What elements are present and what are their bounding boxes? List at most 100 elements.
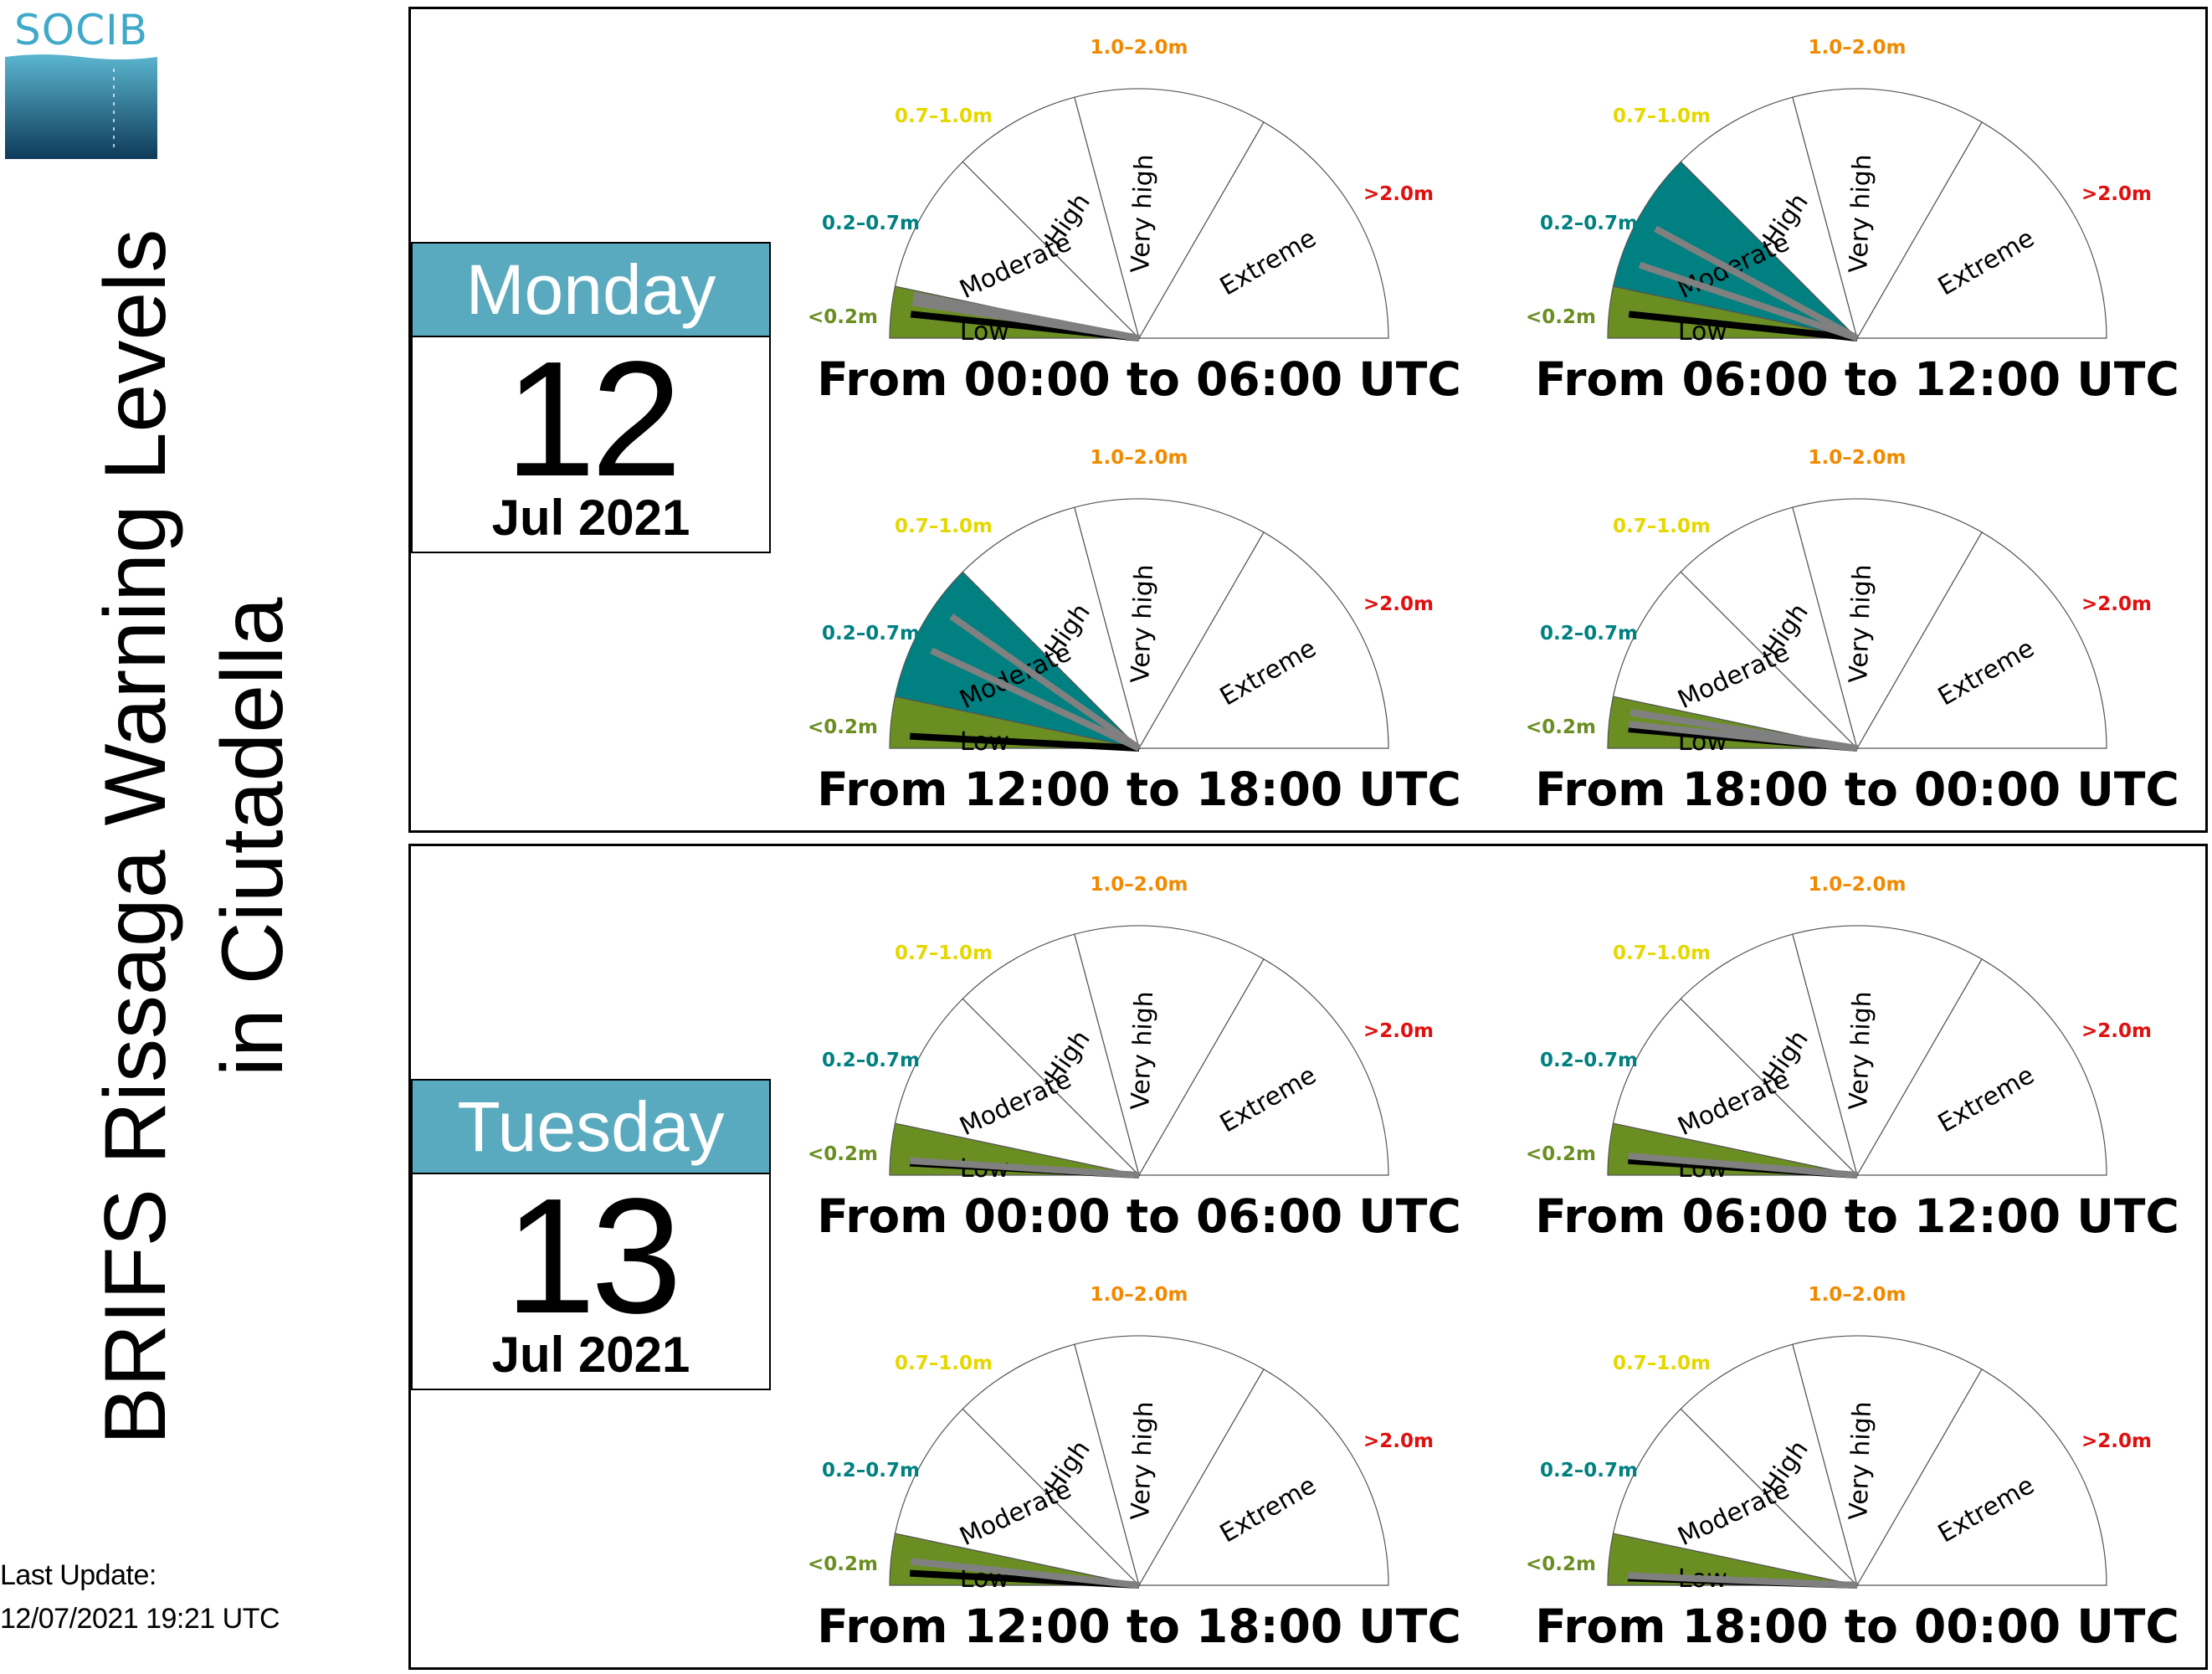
gauge-needle [910, 1157, 1140, 1178]
gauge-threshold-label: >2.0m [2081, 183, 2152, 205]
gauge-period-label: From 00:00 to 06:00 UTC [817, 1189, 1461, 1243]
gauge-band-high [1680, 96, 1859, 341]
gauge-threshold-label: >2.0m [1363, 183, 1434, 205]
date-dayname: Monday [413, 244, 769, 337]
gauge-band-very-high [1074, 925, 1265, 1177]
gauge-threshold-label: 0.2–0.7m [1540, 623, 1638, 644]
gauge-threshold-label: 0.2–0.7m [822, 213, 920, 234]
gauge-threshold-label: >2.0m [2081, 1020, 2152, 1042]
gauge-band-extreme [1137, 121, 1389, 339]
date-card: Tuesday 13 Jul 2021 [411, 1079, 771, 1390]
gauge-threshold-label: 0.7–1.0m [1613, 942, 1711, 964]
gauge-band-extreme [1855, 1368, 2107, 1586]
logo-wave-icon [5, 54, 157, 159]
last-update-label: Last Update: [0, 1559, 157, 1591]
gauge-threshold-label: <0.2m [808, 1143, 878, 1165]
gauge-threshold-label: 1.0–2.0m [1809, 874, 1907, 896]
last-update: Last Update: 12/07/2021 19:21 UTC [0, 1553, 280, 1641]
gauge-band-very-high [1074, 1335, 1265, 1587]
gauge-threshold-label: 1.0–2.0m [1809, 1284, 1907, 1306]
date-month-year: Jul 2021 [491, 1327, 690, 1383]
gauge-threshold-label: 0.7–1.0m [895, 516, 993, 537]
gauge-level-label: Very high [1844, 1401, 1877, 1521]
gauge-band-high [962, 1343, 1141, 1588]
gauge-band-moderate [894, 998, 1141, 1177]
gauge-level-label: Very high [1126, 1401, 1159, 1521]
gauge-threshold-label: 1.0–2.0m [1091, 874, 1188, 896]
gauge-threshold-label: >2.0m [1363, 1430, 1434, 1452]
title-line-2: in Ciutadella [204, 597, 301, 1077]
date-dayname: Tuesday [413, 1081, 769, 1174]
gauge-threshold-label: 0.7–1.0m [895, 1353, 993, 1374]
gauge-needle [1654, 225, 1859, 341]
gauge-threshold-label: 1.0–2.0m [1809, 447, 1907, 469]
gauge-period-label: From 00:00 to 06:00 UTC [817, 352, 1461, 406]
gauge-threshold-label: 0.7–1.0m [1613, 105, 1711, 127]
gauge-band-very-high [1792, 1335, 1983, 1587]
gauge-threshold-label: >2.0m [2081, 1430, 2152, 1452]
gauge-band-very-high [1074, 88, 1265, 340]
date-day-number: 12 [504, 327, 682, 511]
title-line-1: BRIFS Rissaga Warning Levels [87, 229, 184, 1445]
gauge-band-moderate [1612, 571, 1859, 750]
date-month-year: Jul 2021 [491, 490, 690, 546]
date-day-number: 13 [504, 1164, 682, 1348]
gauge-threshold-label: 1.0–2.0m [1091, 447, 1188, 469]
gauge-threshold-label: <0.2m [808, 1553, 878, 1575]
gauge-needle [910, 1558, 1140, 1589]
gauge-level-label: Very high [1844, 154, 1877, 274]
gauge-band-extreme [1855, 958, 2107, 1176]
gauge-threshold-label: <0.2m [1526, 1553, 1596, 1575]
gauge-threshold-label: <0.2m [808, 716, 878, 738]
gauge-threshold-label: 1.0–2.0m [1091, 37, 1188, 59]
gauge-needle [1627, 1572, 1858, 1589]
gauge-threshold-label: >2.0m [2081, 593, 2152, 615]
gauge-threshold-label: 0.7–1.0m [895, 105, 993, 127]
date-card: Monday 12 Jul 2021 [411, 242, 771, 553]
gauge-threshold-label: 1.0–2.0m [1091, 1284, 1188, 1306]
gauge-level-label: Very high [1844, 564, 1877, 684]
gauge-threshold-label: 0.7–1.0m [895, 942, 993, 964]
gauge-band-high [1680, 506, 1859, 751]
gauge-period-label: From 18:00 to 00:00 UTC [1535, 1600, 2179, 1653]
gauge-level-label: Very high [1126, 564, 1159, 684]
gauge-threshold-label: 0.2–0.7m [1540, 1460, 1638, 1481]
gauge-needle [1628, 311, 1858, 341]
gauge-band-high [1680, 1343, 1859, 1588]
gauge-band-moderate [894, 1408, 1141, 1587]
gauge-period-label: From 18:00 to 00:00 UTC [1535, 763, 2179, 816]
gauge-level-label: Very high [1126, 154, 1159, 274]
gauge-band-very-high [1792, 925, 1983, 1177]
gauge-band-high [1680, 933, 1859, 1178]
gauge-threshold-label: 0.2–0.7m [822, 623, 920, 644]
gauge-needle [1628, 1153, 1858, 1178]
gauge-needle [912, 291, 1140, 341]
gauge-period-label: From 12:00 to 18:00 UTC [817, 763, 1461, 816]
gauge-period-label: From 12:00 to 18:00 UTC [817, 1600, 1461, 1653]
gauge-threshold-label: >2.0m [1363, 593, 1434, 615]
gauge-period-label: From 06:00 to 12:00 UTC [1535, 352, 2179, 406]
main-title: BRIFS Rissaga Warning Levels in Ciutadel… [77, 209, 311, 1465]
socib-logo: SOCIB [5, 8, 157, 159]
gauge-needle [930, 647, 1141, 752]
gauge-threshold-label: 0.7–1.0m [1613, 1353, 1711, 1374]
gauge-band-extreme [1137, 958, 1389, 1176]
gauge-band-extreme [1137, 531, 1389, 749]
gauge-band-moderate [1612, 998, 1859, 1177]
gauge-band-very-high [1074, 498, 1265, 750]
last-update-value: 12/07/2021 19:21 UTC [0, 1603, 280, 1635]
gauge-level-label: Very high [1126, 991, 1159, 1111]
gauge-band-moderate [1612, 161, 1859, 340]
gauge-band-extreme [1855, 531, 2107, 749]
gauge-threshold-label: <0.2m [1526, 716, 1596, 738]
gauge-band-high [962, 933, 1141, 1178]
gauge-band-extreme [1855, 121, 2107, 339]
